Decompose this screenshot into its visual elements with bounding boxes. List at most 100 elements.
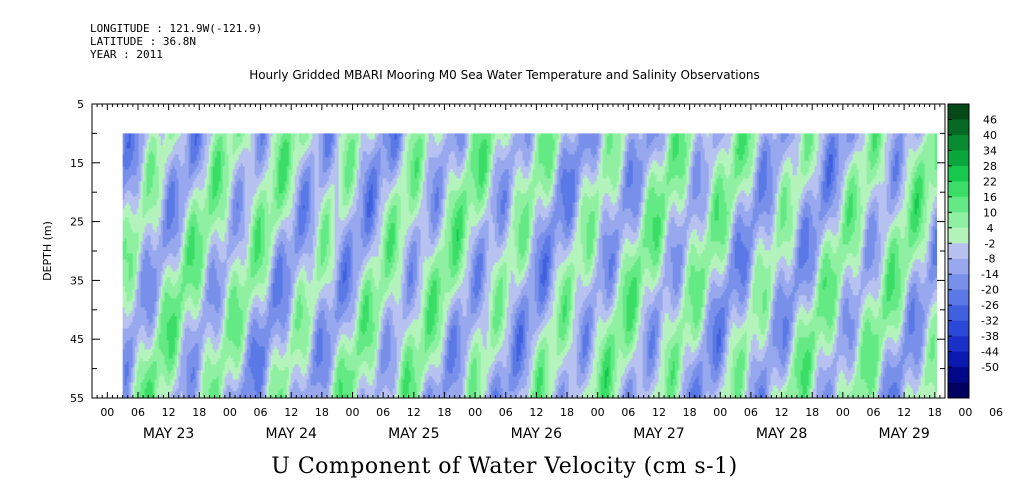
- heatmap-cell: [870, 295, 874, 311]
- heatmap-cell: [886, 301, 890, 317]
- heatmap-cell: [516, 385, 520, 395]
- heatmap-cell: [428, 157, 432, 239]
- heatmap-cell: [248, 358, 252, 368]
- heatmap-cell: [460, 268, 464, 284]
- heatmap-cell: [484, 172, 488, 185]
- heatmap-cell: [280, 370, 284, 389]
- heatmap-cell: [474, 238, 478, 251]
- heatmap-cell: [184, 328, 188, 398]
- heatmap-cell: [200, 286, 204, 299]
- heatmap-cell: [776, 262, 780, 278]
- heatmap-cell: [272, 283, 276, 308]
- heatmap-cell: [642, 388, 646, 398]
- heatmap-cell: [142, 133, 146, 146]
- heatmap-cell: [818, 220, 822, 245]
- heatmap-cell: [428, 295, 432, 335]
- heatmap-cell: [178, 352, 182, 377]
- heatmap-cell: [602, 337, 606, 350]
- heatmap-cell: [446, 370, 450, 392]
- heatmap-cell: [412, 292, 416, 308]
- heatmap-cell: [678, 322, 682, 371]
- heatmap-cell: [776, 277, 780, 290]
- heatmap-cell: [408, 325, 412, 335]
- heatmap-cell: [654, 133, 658, 137]
- heatmap-cell: [342, 271, 346, 284]
- heatmap-cell: [714, 220, 718, 242]
- heatmap-cell: [510, 343, 514, 392]
- heatmap-cell: [542, 190, 546, 206]
- heatmap-cell: [846, 337, 850, 368]
- heatmap-cell: [520, 280, 524, 290]
- heatmap-cell: [782, 319, 786, 350]
- heatmap-cell: [538, 367, 542, 398]
- heatmap-cell: [454, 301, 458, 311]
- heatmap-cell: [434, 382, 438, 398]
- heatmap-cell: [864, 322, 868, 383]
- heatmap-cell: [518, 133, 522, 149]
- heatmap-cell: [898, 268, 902, 299]
- heatmap-cell: [280, 136, 284, 149]
- heatmap-cell: [262, 346, 266, 368]
- heatmap-cell: [666, 133, 670, 137]
- heatmap-cell: [284, 181, 288, 194]
- heatmap-cell: [744, 247, 748, 281]
- heatmap-cell: [874, 133, 878, 149]
- heatmap-cell: [566, 256, 570, 266]
- heatmap-cell: [616, 283, 620, 302]
- heatmap-cell: [742, 334, 746, 353]
- heatmap-cell: [798, 214, 802, 230]
- heatmap-cell: [186, 196, 190, 209]
- heatmap-cell: [324, 202, 328, 215]
- heatmap-cell: [640, 202, 644, 218]
- heatmap-cell: [724, 253, 728, 266]
- heatmap-cell: [814, 250, 818, 275]
- heatmap-cell: [134, 307, 138, 347]
- heatmap-cell: [744, 211, 748, 227]
- heatmap-cell: [366, 280, 370, 296]
- heatmap-cell: [814, 274, 818, 287]
- heatmap-cell: [700, 268, 704, 308]
- heatmap-cell: [470, 328, 474, 341]
- heatmap-cell: [174, 355, 178, 368]
- heatmap-cell: [780, 229, 784, 245]
- heatmap-cell: [810, 160, 814, 176]
- heatmap-cell: [288, 316, 292, 332]
- heatmap-cell: [398, 298, 402, 362]
- heatmap-cell: [648, 340, 652, 359]
- heatmap-cell: [480, 334, 484, 398]
- heatmap-cell: [412, 319, 416, 338]
- heatmap-cell: [244, 352, 248, 368]
- heatmap-cell: [874, 163, 878, 176]
- heatmap-cell: [344, 280, 348, 299]
- heatmap-cell: [866, 142, 870, 185]
- heatmap-cell: [480, 253, 484, 272]
- heatmap-cell: [388, 193, 392, 206]
- heatmap-cell: [586, 373, 590, 386]
- heatmap-cell: [800, 172, 804, 194]
- heatmap-cell: [898, 196, 902, 212]
- heatmap-cell: [532, 220, 536, 239]
- heatmap-cell: [152, 250, 156, 269]
- heatmap-cell: [562, 382, 566, 398]
- heatmap-cell: [202, 286, 206, 302]
- heatmap-cell: [202, 373, 206, 398]
- heatmap-cell: [534, 151, 538, 188]
- heatmap-cell: [320, 265, 324, 278]
- heatmap-cell: [324, 388, 328, 398]
- heatmap-cell: [476, 343, 480, 398]
- heatmap-cell: [478, 253, 482, 290]
- heatmap-cell: [316, 133, 320, 227]
- heatmap-cell: [608, 154, 612, 179]
- heatmap-cell: [242, 136, 246, 149]
- heatmap-cell: [184, 217, 188, 233]
- heatmap-cell: [242, 382, 246, 398]
- heatmap-cell: [514, 388, 518, 398]
- heatmap-cell: [454, 382, 458, 398]
- heatmap-cell: [234, 391, 238, 398]
- heatmap-cell: [552, 184, 556, 197]
- heatmap-cell: [176, 232, 180, 254]
- heatmap-cell: [194, 199, 198, 215]
- heatmap-cell: [898, 334, 902, 347]
- heatmap-cell: [220, 385, 224, 398]
- heatmap-cell: [458, 286, 462, 299]
